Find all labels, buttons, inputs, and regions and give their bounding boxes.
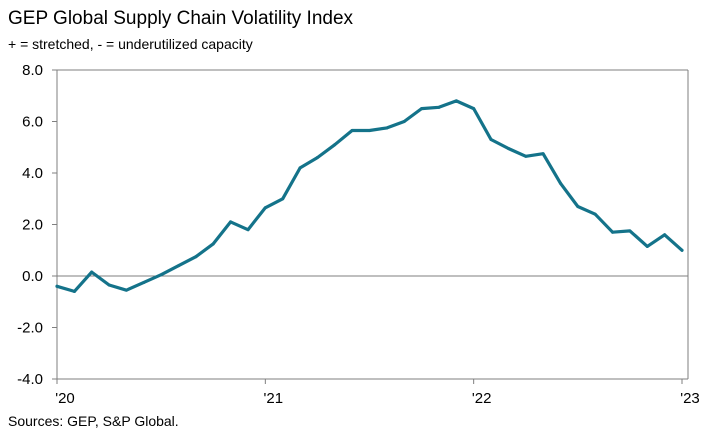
data-point	[124, 288, 128, 292]
data-point	[159, 273, 163, 277]
y-tick-label: 6.0	[22, 114, 43, 131]
data-point	[281, 197, 285, 201]
data-point	[142, 280, 146, 284]
data-point	[263, 206, 267, 210]
x-tick-label: '22	[472, 390, 492, 407]
data-point	[524, 154, 528, 158]
y-tick-label: -2.0	[17, 320, 43, 337]
chart-title: GEP Global Supply Chain Volatility Index	[8, 8, 354, 29]
data-point	[385, 126, 389, 130]
data-point	[55, 284, 59, 288]
data-point	[246, 228, 250, 232]
source-note: Sources: GEP, S&P Global.	[8, 413, 179, 429]
data-point	[663, 233, 667, 237]
data-point	[472, 107, 476, 111]
y-tick-label: -4.0	[17, 371, 43, 388]
data-point	[350, 129, 354, 133]
data-point	[333, 143, 337, 147]
data-point	[611, 230, 615, 234]
data-point	[541, 152, 545, 156]
data-point	[506, 147, 510, 151]
data-point	[489, 138, 493, 142]
data-point	[298, 166, 302, 170]
data-point	[107, 283, 111, 287]
data-point	[211, 242, 215, 246]
y-tick-label: 8.0	[22, 62, 43, 79]
data-point	[315, 156, 319, 160]
data-point	[628, 229, 632, 233]
data-point	[437, 105, 441, 109]
y-tick-label: 4.0	[22, 165, 43, 182]
data-point	[402, 120, 406, 123]
y-tick-label: 2.0	[22, 217, 43, 234]
data-point	[645, 244, 649, 248]
data-point	[454, 99, 458, 103]
data-point	[90, 270, 94, 274]
data-point	[177, 264, 181, 268]
y-tick-label: 0.0	[22, 268, 43, 285]
data-point	[420, 107, 424, 111]
data-point	[194, 255, 198, 259]
chart-subtitle: + = stretched, - = underutilized capacit…	[8, 36, 253, 52]
data-point	[576, 204, 580, 208]
data-point	[72, 289, 76, 293]
data-point	[680, 248, 684, 252]
data-point	[558, 181, 562, 185]
x-tick-label: '20	[55, 390, 75, 407]
x-tick-label: '23	[680, 390, 700, 407]
data-point	[229, 220, 233, 224]
data-point	[368, 129, 371, 133]
data-point	[593, 212, 597, 216]
x-tick-label: '21	[264, 390, 284, 407]
